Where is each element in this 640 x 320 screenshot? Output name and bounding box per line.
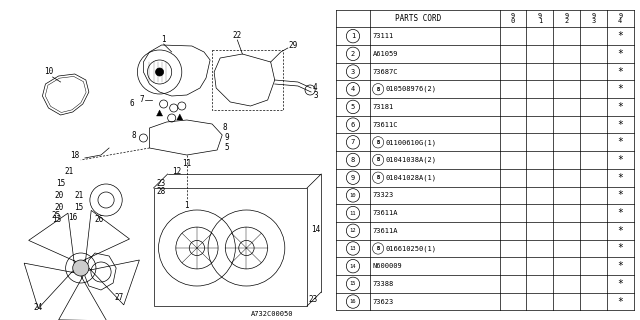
Text: 14: 14 bbox=[349, 264, 356, 269]
Text: 01041038A(2): 01041038A(2) bbox=[385, 157, 436, 163]
Text: 9
2: 9 2 bbox=[564, 13, 569, 24]
Text: A61059: A61059 bbox=[372, 51, 398, 57]
Text: 18: 18 bbox=[70, 150, 79, 159]
Text: 73687C: 73687C bbox=[372, 68, 398, 75]
Text: 15: 15 bbox=[74, 203, 83, 212]
Text: *: * bbox=[618, 208, 623, 218]
Text: 73611A: 73611A bbox=[372, 228, 398, 234]
Text: 4: 4 bbox=[351, 86, 355, 92]
Text: 016610250(1): 016610250(1) bbox=[385, 245, 436, 252]
Text: *: * bbox=[618, 226, 623, 236]
Text: 11: 11 bbox=[182, 159, 191, 169]
Text: *: * bbox=[618, 155, 623, 165]
Text: 73111: 73111 bbox=[372, 33, 394, 39]
Text: 12: 12 bbox=[349, 228, 356, 233]
Text: 8: 8 bbox=[351, 157, 355, 163]
Text: 6: 6 bbox=[351, 122, 355, 128]
Text: *: * bbox=[618, 67, 623, 76]
Text: *: * bbox=[618, 84, 623, 94]
Text: *: * bbox=[618, 102, 623, 112]
Text: B: B bbox=[376, 157, 380, 163]
Text: 1: 1 bbox=[161, 36, 166, 44]
Text: 27: 27 bbox=[115, 293, 124, 302]
Text: 9
3: 9 3 bbox=[591, 13, 596, 24]
Text: 9
0: 9 0 bbox=[511, 13, 515, 24]
Text: 3: 3 bbox=[313, 91, 317, 100]
Text: *: * bbox=[618, 279, 623, 289]
Circle shape bbox=[73, 260, 89, 276]
Text: 2: 2 bbox=[351, 51, 355, 57]
Text: 01041028A(1): 01041028A(1) bbox=[385, 174, 436, 181]
Text: 13: 13 bbox=[52, 215, 61, 225]
Text: 14: 14 bbox=[311, 226, 321, 235]
Text: 9: 9 bbox=[224, 133, 229, 142]
Text: B: B bbox=[376, 87, 380, 92]
Text: 8: 8 bbox=[222, 124, 227, 132]
Text: 010508976(2): 010508976(2) bbox=[385, 86, 436, 92]
Text: 23: 23 bbox=[308, 295, 317, 305]
Text: PARTS CORD: PARTS CORD bbox=[395, 14, 441, 23]
Text: *: * bbox=[618, 297, 623, 307]
Text: 9: 9 bbox=[351, 175, 355, 181]
Circle shape bbox=[156, 68, 164, 76]
Text: 73611A: 73611A bbox=[372, 210, 398, 216]
Text: 21: 21 bbox=[74, 191, 83, 201]
Text: 26: 26 bbox=[94, 215, 104, 225]
Text: 73611C: 73611C bbox=[372, 122, 398, 128]
Text: *: * bbox=[618, 173, 623, 183]
Text: *: * bbox=[618, 244, 623, 253]
Text: N600009: N600009 bbox=[372, 263, 403, 269]
Text: 73181: 73181 bbox=[372, 104, 394, 110]
Text: 25: 25 bbox=[52, 212, 61, 220]
Text: 11: 11 bbox=[349, 211, 356, 216]
Text: 7: 7 bbox=[351, 139, 355, 145]
Text: 3: 3 bbox=[351, 68, 355, 75]
Text: 22: 22 bbox=[233, 31, 242, 41]
Text: 16: 16 bbox=[68, 213, 77, 222]
Text: B: B bbox=[376, 246, 380, 251]
Text: 15: 15 bbox=[56, 180, 65, 188]
Text: B: B bbox=[376, 140, 380, 145]
Text: 4: 4 bbox=[313, 84, 317, 92]
Text: B: B bbox=[376, 175, 380, 180]
Text: 23: 23 bbox=[157, 179, 166, 188]
Text: 73623: 73623 bbox=[372, 299, 394, 305]
Text: 29: 29 bbox=[288, 41, 298, 50]
Text: 15: 15 bbox=[349, 281, 356, 286]
Text: *: * bbox=[618, 31, 623, 41]
Text: 01100610G(1): 01100610G(1) bbox=[385, 139, 436, 146]
Text: 1: 1 bbox=[184, 202, 189, 211]
Text: 73388: 73388 bbox=[372, 281, 394, 287]
Text: 16: 16 bbox=[349, 299, 356, 304]
Polygon shape bbox=[177, 114, 183, 120]
Text: 21: 21 bbox=[64, 167, 74, 177]
Text: 5: 5 bbox=[351, 104, 355, 110]
Text: 10: 10 bbox=[349, 193, 356, 198]
Text: *: * bbox=[618, 261, 623, 271]
Text: 20: 20 bbox=[54, 191, 63, 201]
Text: 9
1: 9 1 bbox=[538, 13, 542, 24]
Text: A732C00050: A732C00050 bbox=[250, 311, 293, 317]
Text: 28: 28 bbox=[157, 188, 166, 196]
Text: 20: 20 bbox=[54, 203, 63, 212]
Text: 73323: 73323 bbox=[372, 192, 394, 198]
Text: 1: 1 bbox=[351, 33, 355, 39]
Text: 5: 5 bbox=[224, 143, 229, 153]
Text: 7: 7 bbox=[139, 95, 144, 105]
Text: 9
4: 9 4 bbox=[618, 13, 622, 24]
Text: 8: 8 bbox=[131, 131, 136, 140]
Bar bbox=[154, 188, 307, 306]
Text: *: * bbox=[618, 49, 623, 59]
Text: 24: 24 bbox=[34, 303, 43, 313]
Text: 10: 10 bbox=[44, 68, 53, 76]
Text: *: * bbox=[618, 120, 623, 130]
Text: 12: 12 bbox=[172, 167, 181, 177]
Text: *: * bbox=[618, 137, 623, 147]
Text: 13: 13 bbox=[349, 246, 356, 251]
Text: 6: 6 bbox=[130, 100, 134, 108]
Text: *: * bbox=[618, 190, 623, 200]
Polygon shape bbox=[157, 110, 163, 116]
